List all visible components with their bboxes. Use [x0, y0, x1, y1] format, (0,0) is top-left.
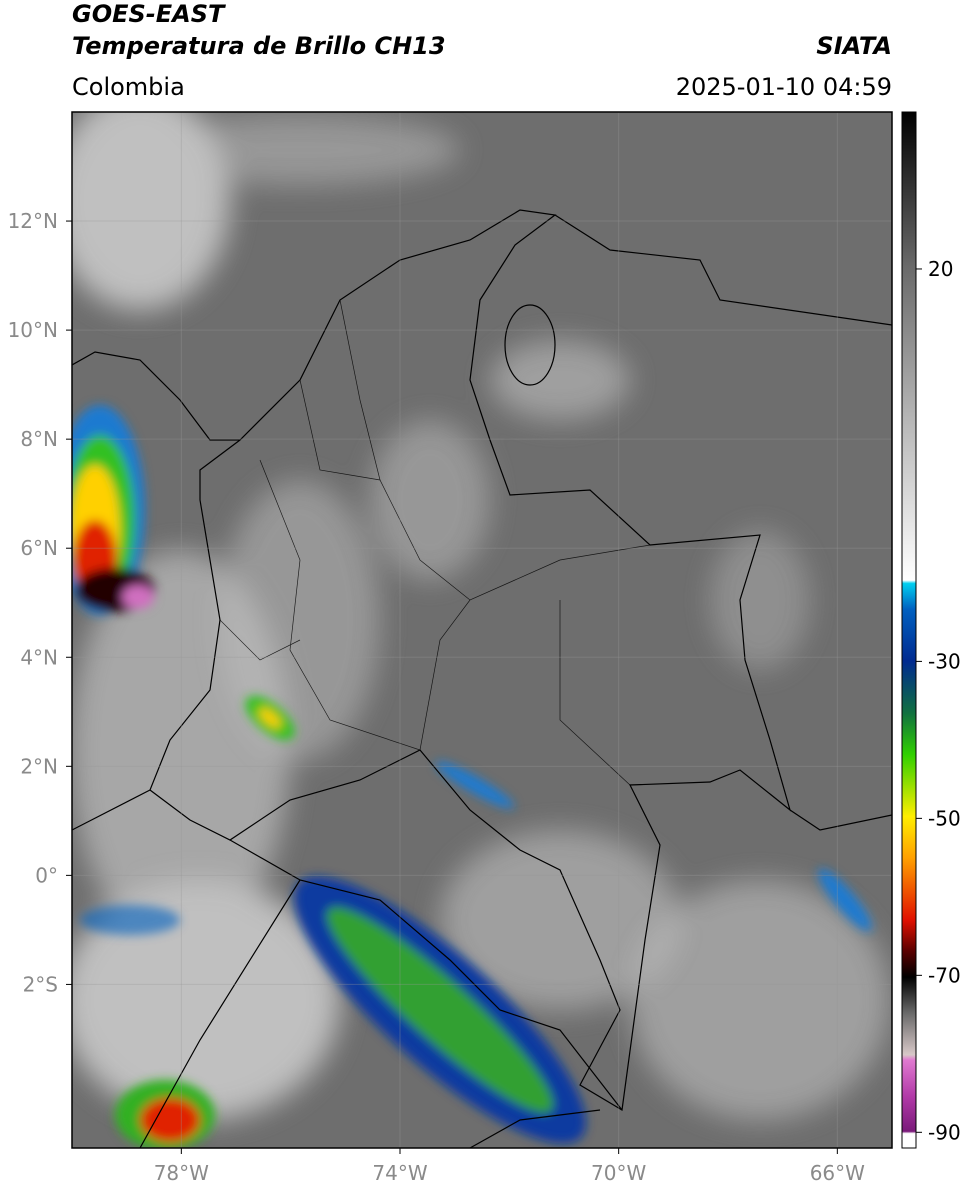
source: SIATA [816, 32, 892, 60]
y-tick-label: 10°N [8, 318, 58, 342]
map-frame [71, 111, 893, 1149]
y-tick-label: 2°N [20, 754, 58, 778]
y-tick-label: 6°N [20, 536, 58, 560]
y-tick-label: 8°N [20, 427, 58, 451]
colorbar-tick-label: -90 [928, 1120, 961, 1144]
y-tick-label: 0° [35, 863, 58, 887]
colorbar-tick-label: 20 [928, 257, 953, 281]
colorbar-tick-label: -50 [928, 806, 961, 830]
region: Colombia [72, 73, 185, 101]
y-tick-label: 2°S [23, 972, 58, 996]
x-tick-label: 78°W [154, 1161, 209, 1185]
y-tick-label: 12°N [8, 209, 58, 233]
grid [72, 112, 892, 1148]
colorbar-tick-label: -30 [928, 649, 961, 673]
datetime: 2025-01-10 04:59 [676, 73, 892, 101]
satellite-image [72, 112, 892, 1148]
x-tick-label: 70°W [591, 1161, 646, 1185]
header-line: GOES-EAST [72, 0, 226, 28]
header: GOES-EAST Temperatura de Brillo CH13 SIA… [72, 0, 892, 101]
colorbar [901, 111, 917, 1149]
colorbar-tick-label: -70 [928, 963, 961, 987]
x-tick-label: 66°W [810, 1161, 865, 1185]
x-tick-label: 74°W [372, 1161, 427, 1185]
y-tick-label: 4°N [20, 645, 58, 669]
title: Temperatura de Brillo CH13 [72, 32, 446, 60]
